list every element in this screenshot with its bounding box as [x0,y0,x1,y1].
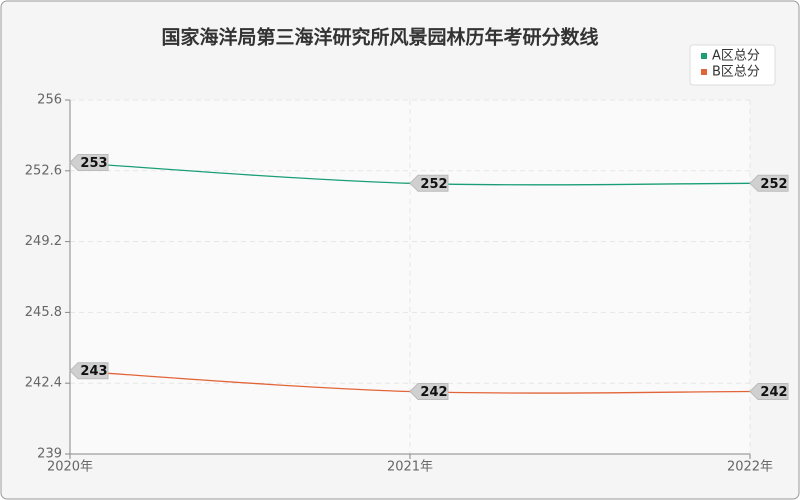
label-tag [69,153,109,171]
data-label: 242 [420,385,447,400]
data-label: 252 [420,177,447,192]
y-tick-label: 249.2 [25,234,62,249]
data-label: 253 [80,156,107,171]
label-tag [409,383,449,401]
x-tick-label: 2020年 [47,460,93,475]
x-tick-label: 2022年 [727,460,773,475]
y-tick-label: 242.4 [25,376,62,391]
data-label: 252 [760,177,787,192]
data-label: 242 [760,385,787,400]
legend [689,44,776,86]
chart-title: 国家海洋局第三海洋研究所风景园林历年考研分数线 [161,26,598,49]
legend-swatch [701,53,707,59]
legend-label: B区总分 [712,65,760,80]
label-tag [69,362,109,380]
label-tag [409,174,449,192]
y-tick-label: 256 [37,93,62,108]
y-tick-label: 252.6 [25,163,62,178]
label-tag [749,383,789,401]
y-tick-label: 239 [37,447,62,462]
legend-box [689,44,776,86]
legend-swatch [701,69,707,75]
legend-label: A区总分 [712,49,760,64]
x-tick-label: 2021年 [387,460,433,475]
data-label: 243 [80,364,107,379]
y-tick-label: 245.8 [25,305,62,320]
label-tag [749,174,789,192]
